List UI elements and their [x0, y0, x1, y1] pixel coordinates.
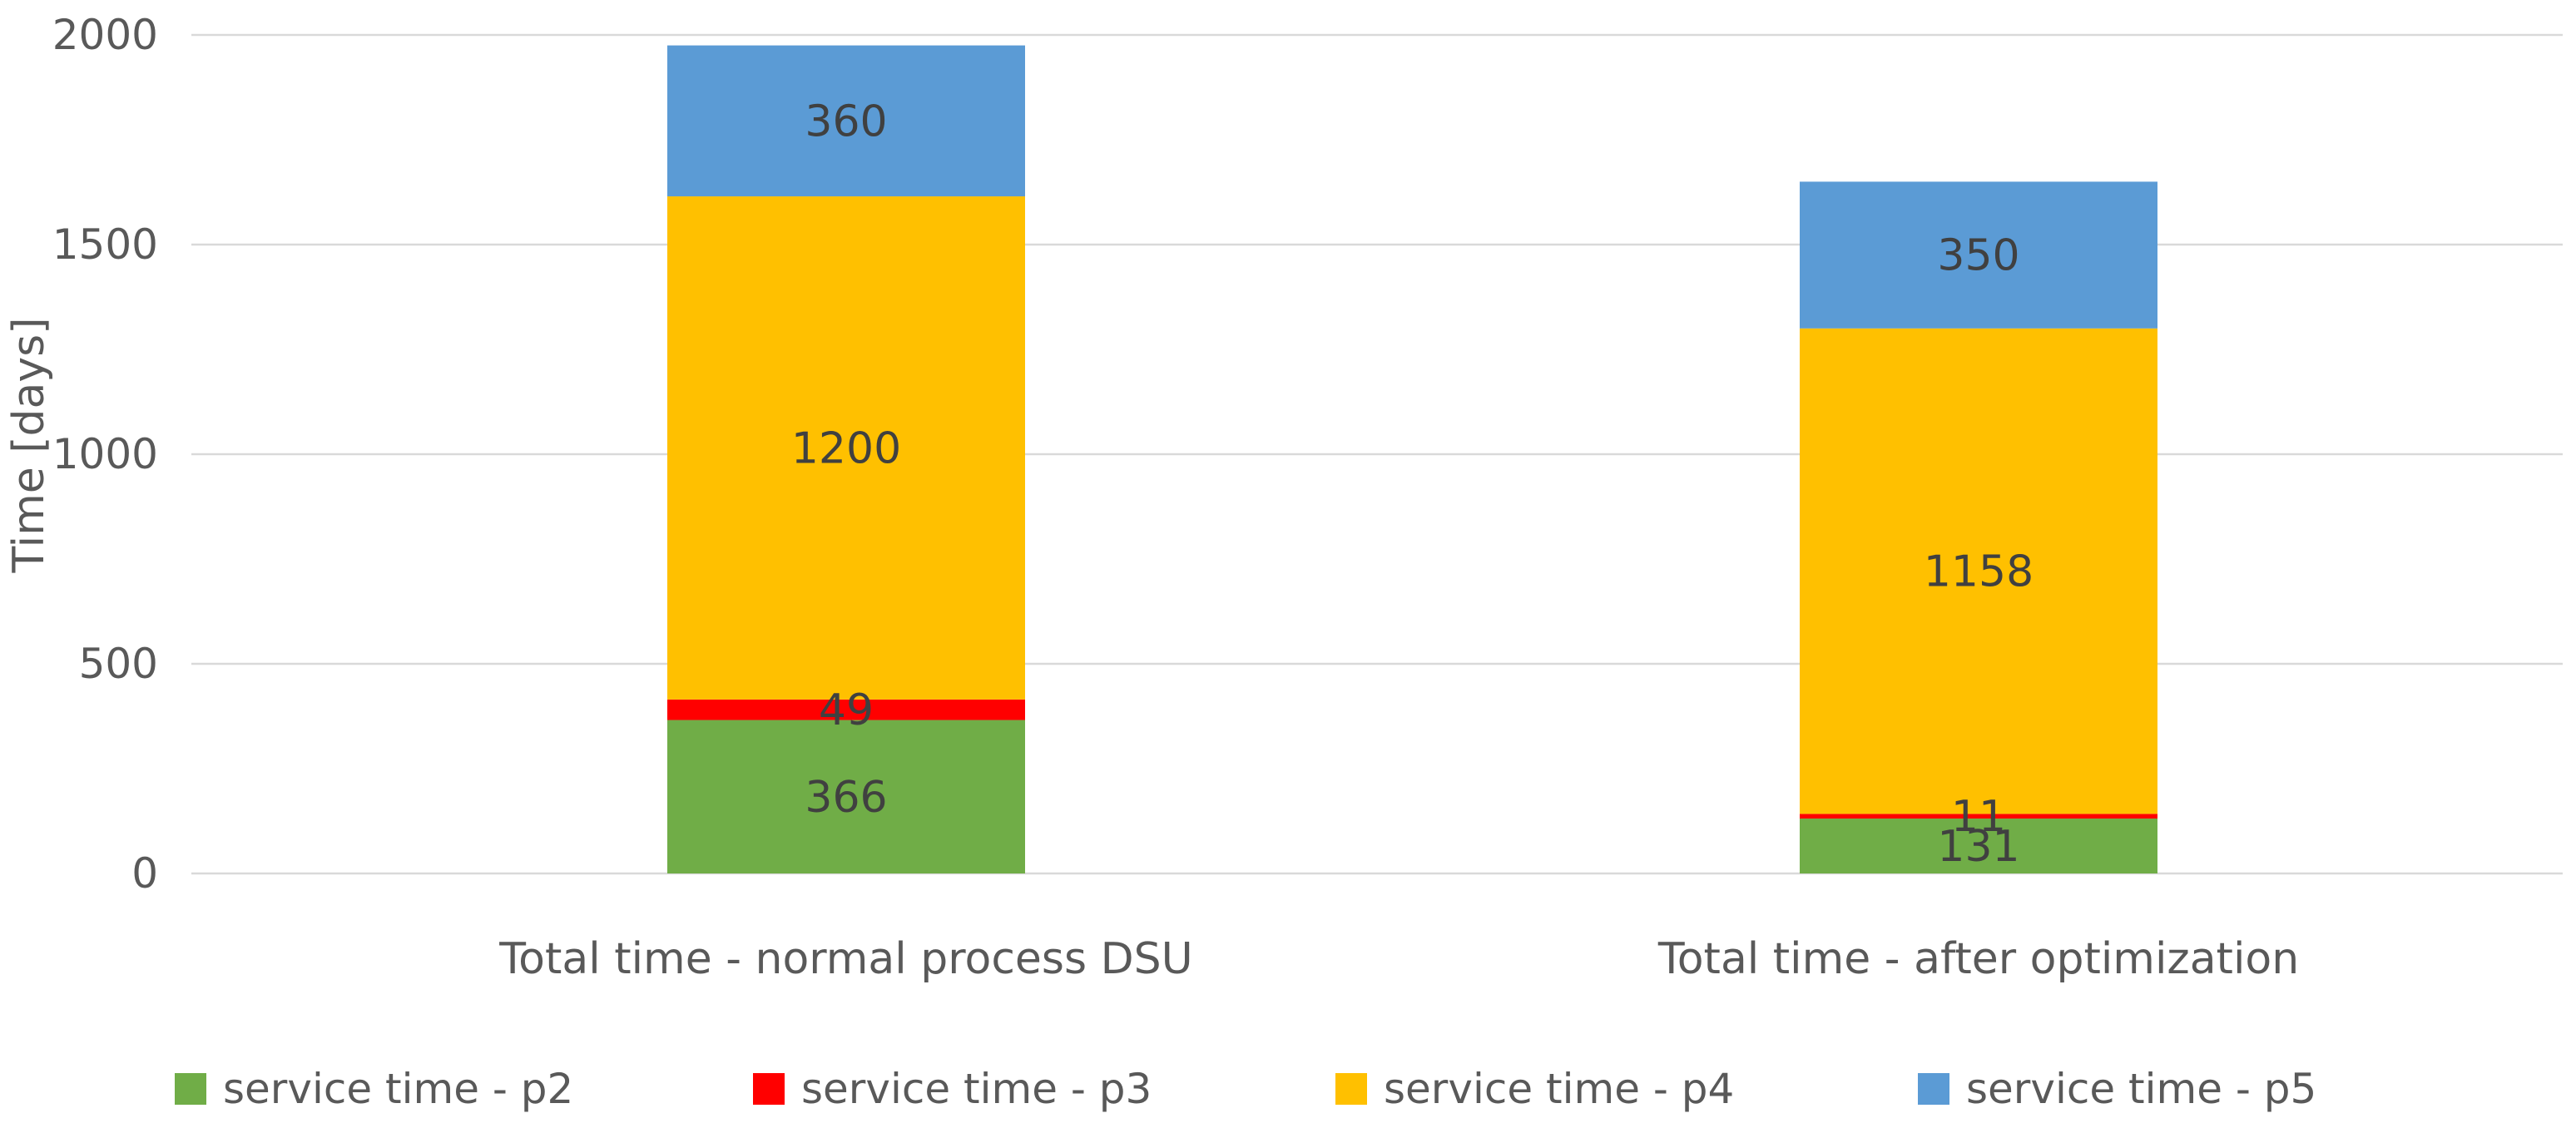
y-tick-label: 0 [131, 849, 158, 898]
bar-segment [667, 699, 1025, 720]
y-axis-ticks: 0 500 1000 1500 2000 [52, 11, 158, 898]
bars [667, 45, 2157, 873]
legend: service time - p2 service time - p3 servic… [175, 1065, 2316, 1113]
legend-label: service time - p2 [223, 1065, 573, 1113]
legend-label: service time - p5 [1966, 1065, 2316, 1113]
x-category-label: Total time - normal process DSU [498, 934, 1192, 984]
legend-label: service time - p3 [801, 1065, 1152, 1113]
y-tick-label: 2000 [52, 11, 158, 59]
data-label: 11 [1951, 792, 2006, 842]
bar-segment [1800, 814, 2157, 819]
data-label: 1200 [791, 423, 901, 473]
x-category-label: Total time - after optimization [1657, 934, 2299, 984]
bar-segment [667, 196, 1025, 700]
gridlines [191, 33, 2563, 875]
bar-segment [1800, 818, 2157, 873]
data-label: 350 [1937, 231, 2019, 281]
bar-segment [1800, 181, 2157, 329]
bar-segment [1800, 328, 2157, 814]
y-axis-title: Time [days] [4, 317, 54, 573]
y-tick-label: 500 [79, 640, 158, 688]
data-label: 1158 [1924, 547, 2034, 597]
data-label: 131 [1937, 822, 2019, 872]
legend-label: service time - p4 [1384, 1065, 1734, 1113]
y-tick-label: 1500 [52, 220, 158, 269]
data-label: 366 [805, 773, 887, 823]
legend-swatch [753, 1073, 785, 1105]
y-tick-label: 1000 [52, 430, 158, 478]
legend-swatch [1335, 1073, 1367, 1105]
data-label: 49 [819, 685, 874, 735]
data-label: 360 [805, 96, 887, 146]
legend-swatch [175, 1073, 206, 1105]
x-axis-categories: Total time - normal process DSU Total tim… [498, 934, 2299, 984]
bar-segment [667, 45, 1025, 197]
legend-swatch [1918, 1073, 1949, 1105]
bar-segment [667, 720, 1025, 873]
